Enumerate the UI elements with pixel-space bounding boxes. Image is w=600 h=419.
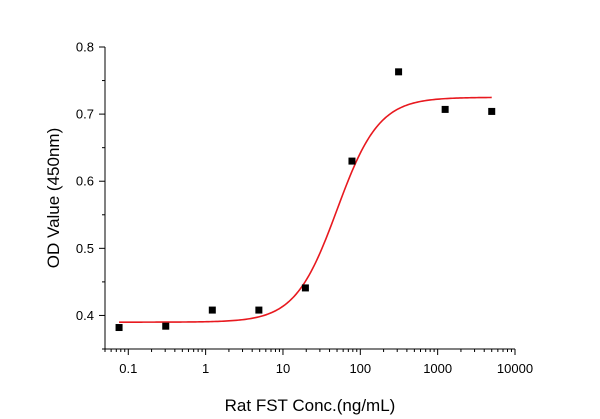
x-tick-label: 10000 (497, 361, 533, 376)
y-tick-label: 0.4 (76, 308, 94, 323)
data-point (115, 324, 123, 332)
y-tick-label: 0.7 (76, 107, 94, 122)
x-tick-label: 1000 (423, 361, 452, 376)
x-axis-title: Rat FST Conc.(ng/mL) (225, 396, 396, 415)
x-axis-ticks: 0.1 1 10 100 1000 10000 (104, 349, 533, 376)
y-tick-label: 0.5 (76, 241, 94, 256)
data-point (348, 157, 356, 165)
data-point (488, 107, 496, 115)
data-point (301, 284, 309, 292)
data-point (208, 306, 216, 314)
x-tick-label: 100 (349, 361, 371, 376)
fit-curve (119, 96, 492, 323)
data-point (162, 322, 170, 330)
x-tick-label: 0.1 (119, 361, 137, 376)
data-point (255, 306, 263, 314)
y-tick-label: 0.8 (76, 40, 94, 55)
data-point (395, 68, 403, 76)
y-axis-ticks: 0.4 0.5 0.6 0.7 0.8 (76, 40, 105, 350)
x-tick-label: 10 (276, 361, 290, 376)
data-point (441, 105, 449, 113)
y-axis-title: OD Value (450nm) (44, 128, 63, 268)
y-tick-label: 0.6 (76, 174, 94, 189)
x-tick-label: 1 (202, 361, 209, 376)
data-points (115, 68, 496, 332)
